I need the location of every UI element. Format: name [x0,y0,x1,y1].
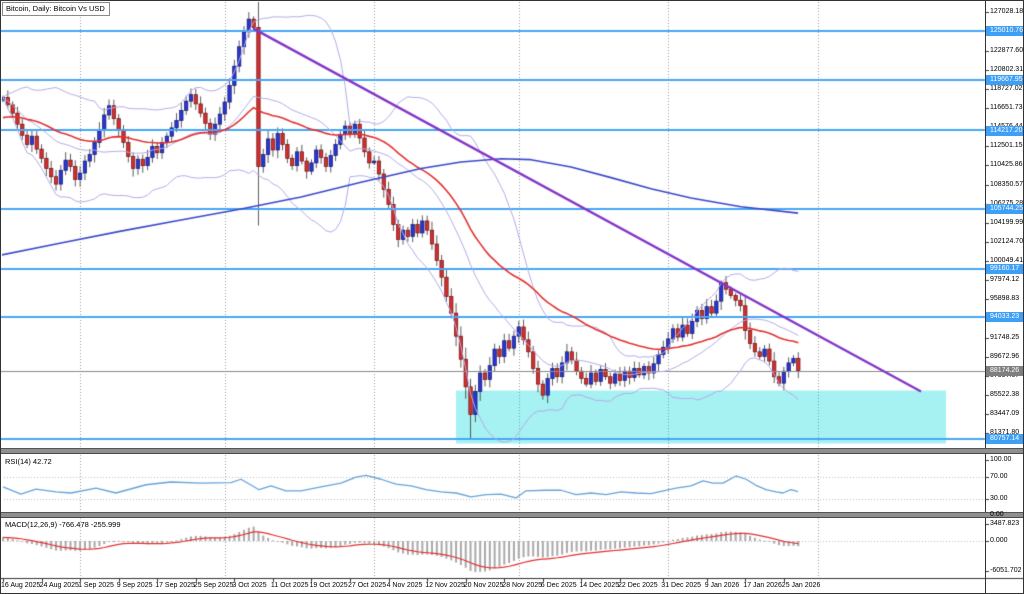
date-label: 14 Dec 2025 [579,582,620,589]
axis-separator-line [985,1,986,593]
price-tick-label: 81371.80 [990,429,1020,437]
date-label: 27 Oct 2025 [348,582,387,589]
date-label: 31 Dec 2025 [661,582,701,589]
date-label: 25 Jan 2026 [781,582,821,589]
price-tick-label: 85522.38 [990,391,1020,398]
price-tick-label: 97974.12 [990,276,1020,284]
rsi-tick-label: 100.00 [990,456,1012,463]
price-level-badge: 114217.20 [986,125,1023,136]
price-tick-label: 104199.99 [990,218,1024,226]
price-level-badge: 105744.25 [986,203,1023,214]
date-label: 4 Nov 2025 [386,582,423,589]
price-level-badge: 125010.76 [986,26,1023,36]
date-label: 3 Oct 2025 [232,582,267,589]
date-label: 19 Oct 2025 [309,582,348,589]
price-tick-label: 127028.18 [990,8,1024,16]
date-label: 25 Sep 2025 [193,582,234,589]
price-level-badge: 94033.23 [986,311,1023,322]
date-label: 9 Jan 2026 [704,582,740,589]
price-tick-label: 100049.41 [990,257,1024,265]
price-tick-label: 102124.70 [990,237,1024,245]
date-label: 1 Sep 2025 [78,582,114,589]
price-tick-label: 122877.60 [990,46,1024,54]
date-label: 9 Sep 2025 [116,582,153,589]
macd-indicator-label: MACD(12,26,9) -766.478 -255.999 [5,520,121,529]
price-tick-label: 112501.15 [990,142,1023,150]
price-tick-label: 106275.28 [990,200,1023,207]
date-label: 17 Sep 2025 [155,582,195,589]
panel-separator-rsi[interactable] [1,448,1023,454]
date-label: 20 Nov 2025 [463,582,504,589]
price-level-badge: 80757.14 [986,433,1023,444]
date-label: 12 Nov 2025 [425,582,465,589]
macd-tick-label: -6051.702 [990,567,1022,574]
price-tick-label: 95898.83 [990,295,1020,303]
current-price-badge: 88174.26 [986,365,1023,376]
chart-title: Bitcoin, Daily: Bitcoin Vs USD [2,2,110,16]
price-level-badge: 99160.17 [986,264,1023,275]
rsi-tick-label: 30.00 [990,494,1008,502]
date-label: 6 Dec 2025 [540,582,577,589]
date-label: 17 Jan 2026 [743,582,782,589]
date-label: 22 Dec 2025 [618,582,658,589]
price-tick-label: 108350.57 [990,180,1024,188]
price-tick-label: 116651.73 [990,104,1023,111]
date-label: 11 Oct 2025 [270,582,309,589]
panel-separator-macd[interactable] [1,512,1023,518]
rsi-tick-label: 0.00 [990,511,1004,518]
price-tick-label: 110425.86 [990,161,1023,169]
chart-title-text: Bitcoin, Daily: Bitcoin Vs USD [6,4,105,13]
price-tick-label: 83447.09 [990,410,1020,418]
date-label: 24 Aug 2025 [39,582,79,589]
rsi-indicator-label: RSI(14) 42.72 [5,457,52,466]
price-tick-label: 120802.31 [990,65,1024,73]
date-label: 28 Nov 2025 [502,582,542,589]
date-label: 16 Aug 2025 [1,582,41,589]
macd-tick-label: 0.000 [990,537,1008,544]
price-tick-label: 89672.96 [990,352,1020,360]
price-tick-label: 118727.02 [990,84,1023,92]
rsi-tick-label: 70.00 [990,472,1008,480]
price-tick-label: 91748.25 [990,333,1020,341]
macd-tick-label: 3487.823 [990,519,1020,527]
price-level-badge: 119667.95 [986,75,1023,86]
